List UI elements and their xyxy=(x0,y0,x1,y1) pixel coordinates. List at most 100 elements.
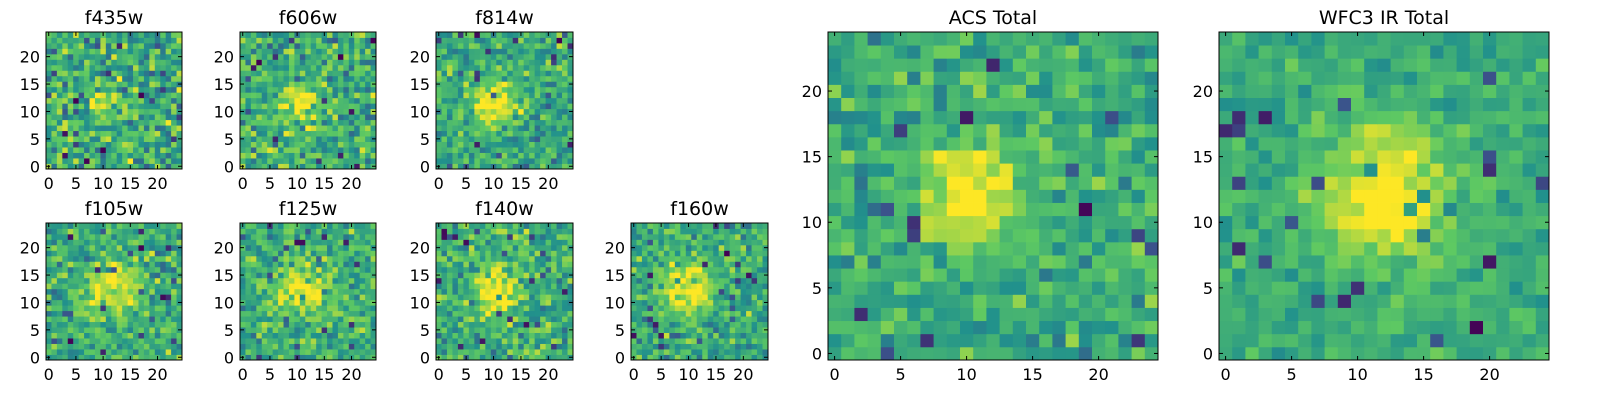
heatmap-cell xyxy=(149,163,156,170)
heatmap-cell xyxy=(305,163,312,170)
heatmap-cell xyxy=(724,354,731,361)
heatmap-cell xyxy=(540,125,546,132)
heatmap-cell xyxy=(343,321,350,328)
heatmap-cell xyxy=(84,147,90,153)
heatmap-cell xyxy=(272,70,279,77)
heatmap-cell xyxy=(359,338,366,344)
heatmap-cell xyxy=(94,32,101,38)
heatmap-cell xyxy=(1026,307,1040,322)
heatmap-cell xyxy=(436,283,442,290)
heatmap-cell xyxy=(545,338,552,344)
heatmap-cell xyxy=(359,59,366,66)
heatmap-cell xyxy=(327,48,333,55)
heatmap-cell xyxy=(359,354,366,361)
heatmap-cell xyxy=(691,305,698,312)
heatmap-cell xyxy=(359,233,366,240)
heatmap-cell xyxy=(310,86,317,93)
heatmap-cell xyxy=(463,136,470,142)
heatmap-cell xyxy=(507,92,514,99)
heatmap-cell xyxy=(446,321,453,328)
heatmap-cell xyxy=(973,294,987,308)
heatmap-cell xyxy=(441,250,448,257)
heatmap-cell xyxy=(171,327,177,333)
heatmap-cell xyxy=(256,53,263,60)
heatmap-cell xyxy=(707,316,714,323)
heatmap-cell xyxy=(143,86,150,93)
heatmap-cell xyxy=(105,250,112,257)
heatmap-cell xyxy=(165,152,172,159)
heatmap-cell xyxy=(165,343,172,350)
heatmap-cell xyxy=(641,321,648,328)
heatmap-cell xyxy=(67,288,74,295)
heatmap-cell xyxy=(56,103,63,110)
heatmap-cell xyxy=(436,239,442,246)
heatmap-cell xyxy=(343,261,350,268)
heatmap-cell xyxy=(272,250,279,257)
heatmap-cell xyxy=(529,305,536,312)
heatmap-cell xyxy=(534,97,541,104)
heatmap-cell xyxy=(746,316,752,323)
heatmap-cell xyxy=(1026,163,1040,177)
heatmap-cell xyxy=(507,272,514,279)
heatmap-cell xyxy=(452,53,459,60)
heatmap-cell xyxy=(696,244,703,251)
heatmap-cell xyxy=(680,255,687,262)
heatmap-cell xyxy=(647,299,654,306)
heatmap-cell xyxy=(143,343,150,350)
heatmap-cell xyxy=(518,277,525,284)
heatmap-cell xyxy=(658,277,665,284)
heatmap-cell xyxy=(556,255,563,262)
heatmap-cell xyxy=(999,241,1014,256)
heatmap-cell xyxy=(127,288,134,295)
heatmap-cell xyxy=(518,53,525,60)
heatmap-cell xyxy=(446,42,453,49)
heatmap-cell xyxy=(490,244,497,251)
heatmap-cell xyxy=(354,81,361,88)
heatmap-cell xyxy=(321,239,328,246)
heatmap-cell xyxy=(920,320,934,335)
heatmap-cell xyxy=(496,223,503,229)
heatmap-cell xyxy=(933,202,948,217)
heatmap-cell xyxy=(669,255,676,262)
heatmap-cell xyxy=(485,255,492,262)
heatmap-cell xyxy=(365,244,371,251)
heatmap-cell xyxy=(288,53,295,60)
heatmap-cell xyxy=(116,244,123,251)
heatmap-cell xyxy=(343,64,350,71)
heatmap-cell xyxy=(507,239,514,246)
heatmap-cell xyxy=(160,239,167,246)
heatmap-cell xyxy=(154,59,161,66)
heatmap-cell xyxy=(1052,281,1066,295)
heatmap-cell xyxy=(518,37,525,44)
heatmap-cell xyxy=(299,114,306,121)
heatmap-cell xyxy=(143,70,150,77)
heatmap-cell xyxy=(73,349,80,355)
heatmap-cell xyxy=(468,310,475,317)
heatmap-cell xyxy=(729,321,736,328)
heatmap-cell xyxy=(562,332,568,339)
heatmap-cell xyxy=(663,349,670,355)
heatmap-cell xyxy=(56,125,63,132)
heatmap-cell xyxy=(490,42,497,49)
heatmap-cell xyxy=(73,64,80,71)
heatmap-cell xyxy=(73,152,80,159)
heatmap-cell xyxy=(468,316,475,323)
heatmap-cell xyxy=(828,215,842,230)
heatmap-cell xyxy=(490,310,497,317)
heatmap-cell xyxy=(452,86,459,93)
heatmap-cell xyxy=(94,70,101,77)
heatmap-cell xyxy=(354,277,361,284)
heatmap-cell xyxy=(67,321,74,328)
heatmap-cell xyxy=(446,86,453,93)
heatmap-cell xyxy=(713,244,720,251)
heatmap-cell xyxy=(138,294,145,301)
heatmap-cell xyxy=(523,272,530,279)
heatmap-cell xyxy=(94,103,101,110)
heatmap-cell xyxy=(718,299,725,306)
heatmap-cell xyxy=(288,349,295,355)
heatmap-cell xyxy=(490,316,497,323)
heatmap-cell xyxy=(138,299,145,306)
heatmap-cell xyxy=(299,321,306,328)
heatmap-cell xyxy=(496,343,503,350)
heatmap-cell xyxy=(452,163,459,170)
